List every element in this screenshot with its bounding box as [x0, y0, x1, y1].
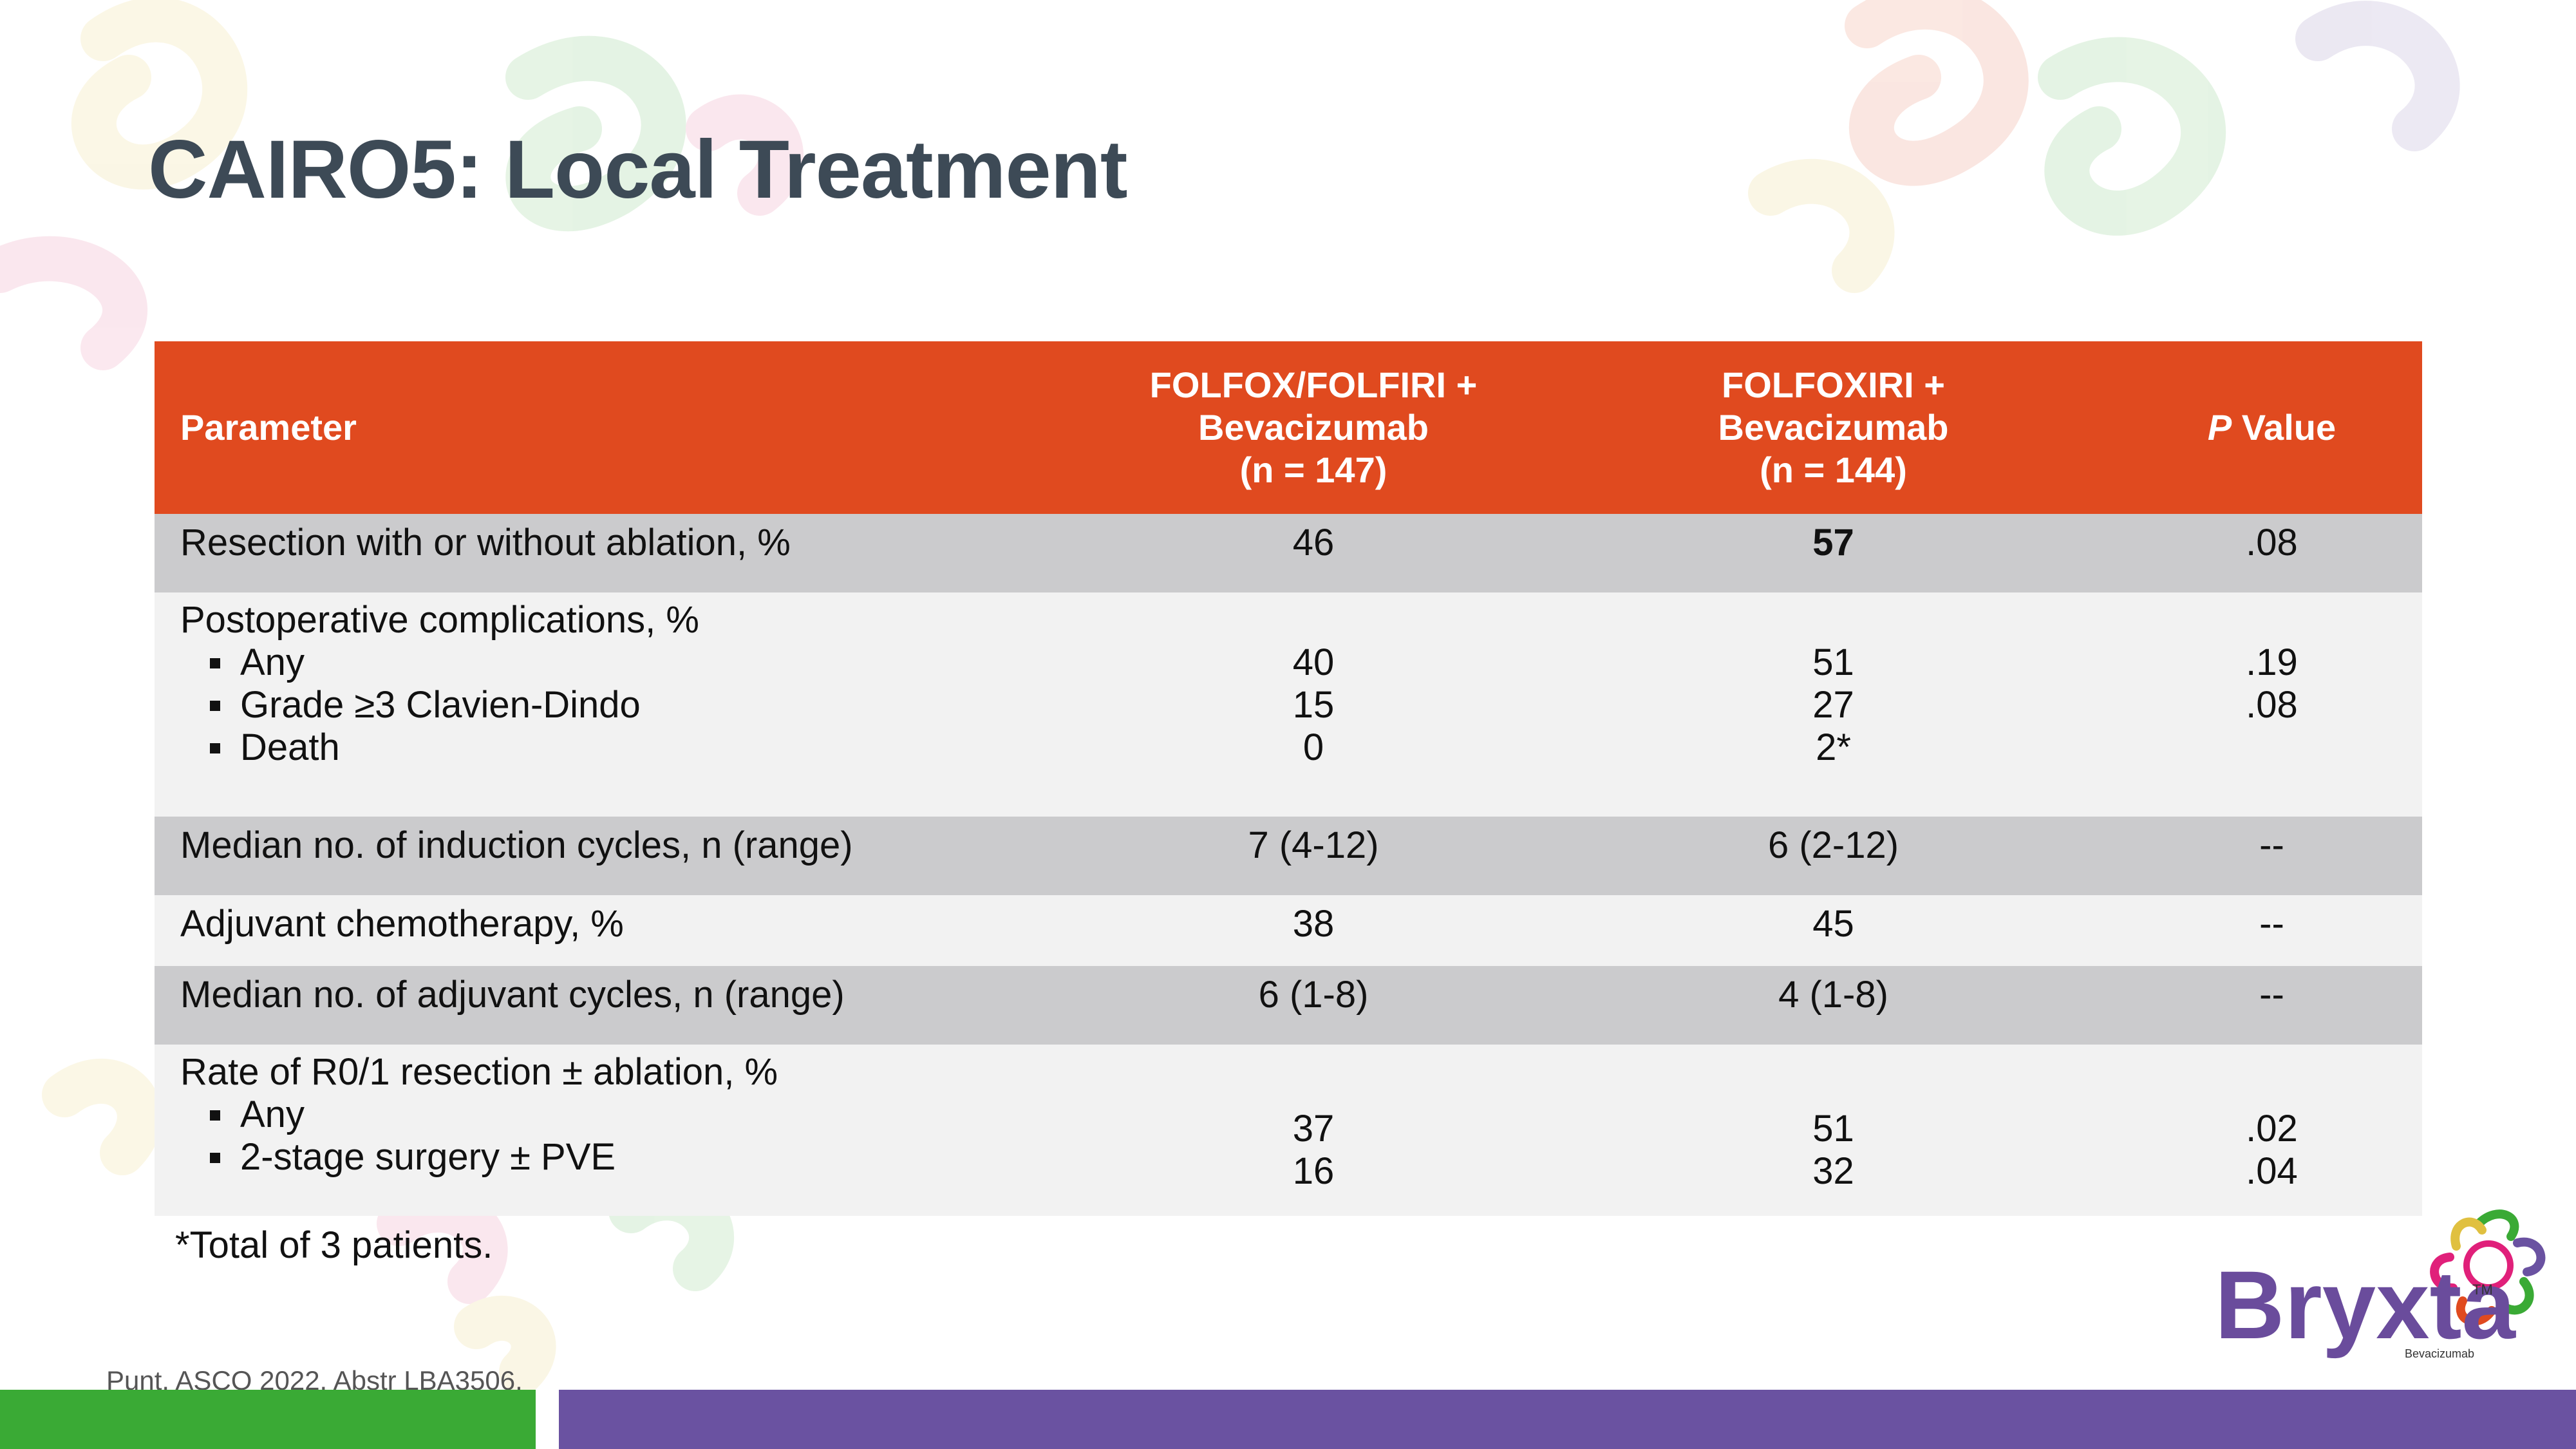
header-col2-line3: (n = 144) — [1760, 450, 1907, 490]
row-col1-value: 15 — [1292, 684, 1335, 726]
row-p-values: .02 .04 — [2121, 1045, 2422, 1216]
row-parameter: Adjuvant chemotherapy, % — [155, 895, 1082, 966]
row-col2-value: 32 — [1812, 1150, 1854, 1192]
row-p-value: -- — [2121, 966, 2422, 1045]
row-p-value: .08 — [2246, 684, 2298, 726]
header-p-rest: Value — [2232, 407, 2336, 448]
row-col2-value: 57 — [1545, 514, 2121, 592]
row-col1-values: 37 16 — [1082, 1045, 1545, 1216]
header-col1-line1: FOLFOX/FOLFIRI + — [1149, 365, 1478, 405]
logo-wordmark: Bryxta — [2215, 1251, 2516, 1359]
footer-purple-bar — [559, 1390, 2576, 1449]
row-col2-value: 6 (2-12) — [1545, 817, 2121, 895]
row-col1-value: 46 — [1082, 514, 1545, 592]
table-row: Adjuvant chemotherapy, % 38 45 -- — [155, 895, 2422, 966]
row-p-value: .19 — [2246, 641, 2298, 683]
row-col1-value: 38 — [1082, 895, 1545, 966]
row-p-values: .19 .08 — [2121, 592, 2422, 817]
header-folfox-folfiri: FOLFOX/FOLFIRI + Bevacizumab (n = 147) — [1082, 341, 1545, 514]
row-parameter: Median no. of adjuvant cycles, n (range) — [155, 966, 1082, 1045]
row-col1-value: 16 — [1292, 1150, 1335, 1192]
row-col2-value: 4 (1-8) — [1545, 966, 2121, 1045]
row-col2-value: 27 — [1812, 684, 1854, 726]
results-table: Parameter FOLFOX/FOLFIRI + Bevacizumab (… — [155, 341, 2422, 1216]
row-col1-value: 40 — [1292, 641, 1335, 683]
row-col2-value: 51 — [1812, 641, 1854, 683]
header-parameter: Parameter — [155, 341, 1082, 514]
table-row: Resection with or without ablation, % 46… — [155, 514, 2422, 592]
row-p-value: .04 — [2246, 1150, 2298, 1192]
row-parameter: Rate of R0/1 resection ± ablation, % — [180, 1051, 778, 1093]
header-p-value: P Value — [2121, 341, 2422, 514]
sub-parameter-item: Death — [206, 726, 1082, 769]
table-row: Median no. of adjuvant cycles, n (range)… — [155, 966, 2422, 1045]
table-row: Rate of R0/1 resection ± ablation, % Any… — [155, 1045, 2422, 1216]
sub-parameter-item: 2-stage surgery ± PVE — [206, 1136, 1082, 1179]
table-header-row: Parameter FOLFOX/FOLFIRI + Bevacizumab (… — [155, 341, 2422, 514]
sub-parameter-item: Any — [206, 1094, 1082, 1136]
row-col1-values: 40 15 0 — [1082, 592, 1545, 817]
header-col1-line2: Bevacizumab — [1198, 407, 1429, 448]
row-parameter-cell: Postoperative complications, % Any Grade… — [155, 592, 1082, 817]
row-col2-values: 51 27 2* — [1545, 592, 2121, 817]
row-parameter: Median no. of induction cycles, n (range… — [155, 817, 1082, 895]
row-p-value: -- — [2121, 895, 2422, 966]
header-folfoxiri: FOLFOXIRI + Bevacizumab (n = 144) — [1545, 341, 2121, 514]
row-p-value: .02 — [2246, 1108, 2298, 1150]
header-col2-line2: Bevacizumab — [1718, 407, 1949, 448]
header-p-italic: P — [2207, 407, 2232, 448]
footnote: *Total of 3 patients. — [175, 1224, 493, 1266]
row-p-value: -- — [2121, 817, 2422, 895]
header-col2-line1: FOLFOXIRI + — [1722, 365, 1945, 405]
sub-parameter-list: Any Grade ≥3 Clavien-Dindo Death — [180, 641, 1082, 769]
row-col1-value: 7 (4-12) — [1082, 817, 1545, 895]
logo-trademark: TM — [2472, 1282, 2493, 1298]
slide-title: CAIRO5: Local Treatment — [148, 124, 1127, 216]
bryxta-logo: Bryxta TM Bevacizumab — [2215, 1209, 2546, 1360]
row-parameter: Postoperative complications, % — [180, 599, 699, 641]
row-p-value: .08 — [2121, 514, 2422, 592]
sub-parameter-item: Any — [206, 641, 1082, 684]
row-col1-value: 6 (1-8) — [1082, 966, 1545, 1045]
row-parameter: Resection with or without ablation, % — [155, 514, 1082, 592]
logo-emblem — [2430, 1209, 2546, 1326]
row-col2-values: 51 32 — [1545, 1045, 2121, 1216]
row-col1-value: 0 — [1302, 726, 1324, 768]
table-row: Postoperative complications, % Any Grade… — [155, 592, 2422, 817]
row-col2-value: 2* — [1816, 726, 1851, 768]
row-p-value — [2121, 726, 2422, 769]
header-col1-line3: (n = 147) — [1239, 450, 1387, 490]
sub-parameter-list: Any 2-stage surgery ± PVE — [180, 1094, 1082, 1179]
row-parameter-cell: Rate of R0/1 resection ± ablation, % Any… — [155, 1045, 1082, 1216]
row-col2-value: 51 — [1812, 1108, 1854, 1150]
row-col1-value: 37 — [1292, 1108, 1335, 1150]
footer-green-bar — [0, 1390, 536, 1449]
logo-tagline: Bevacizumab — [2405, 1347, 2474, 1360]
row-col2-value: 45 — [1545, 895, 2121, 966]
table-row: Median no. of induction cycles, n (range… — [155, 817, 2422, 895]
sub-parameter-item: Grade ≥3 Clavien-Dindo — [206, 684, 1082, 726]
